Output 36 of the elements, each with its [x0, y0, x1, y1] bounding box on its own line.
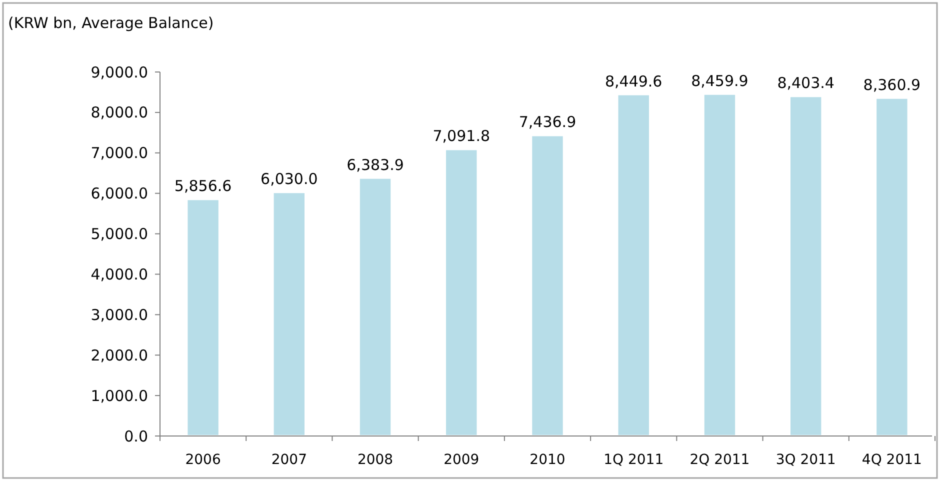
chart-title: (KRW bn, Average Balance)	[8, 14, 214, 32]
data-label: 7,091.8	[432, 127, 490, 146]
y-tick-label: 3,000.0	[90, 306, 148, 324]
y-tick-label: 0.0	[124, 427, 148, 446]
x-tick-label: 3Q 2011	[776, 452, 836, 468]
data-label: 8,449.6	[604, 72, 662, 90]
bar	[702, 92, 738, 437]
x-tick-label: 4Q 2011	[862, 452, 922, 468]
data-label: 6,383.9	[346, 156, 404, 174]
data-label: 7,436.9	[518, 113, 576, 132]
data-label: 8,360.9	[863, 76, 921, 94]
y-tick-label: 6,000.0	[90, 184, 148, 203]
y-tick-label: 8,000.0	[90, 104, 148, 122]
bar	[616, 93, 651, 437]
data-label: 6,030.0	[260, 170, 318, 188]
x-tick-label: 1Q 2011	[604, 452, 664, 468]
y-tick-label: 9,000.0	[90, 63, 148, 82]
y-tick-label: 1,000.0	[90, 386, 148, 405]
bar	[186, 198, 220, 437]
bar	[444, 148, 479, 437]
data-label: 8,459.9	[691, 72, 748, 90]
bar	[358, 176, 393, 437]
data-label: 8,403.4	[777, 74, 834, 92]
bar	[530, 134, 565, 437]
y-tick-label: 4,000.0	[90, 265, 148, 284]
data-label: 5,856.6	[174, 177, 232, 196]
x-tick-label: 2009	[444, 452, 480, 468]
x-tick-label: 2Q 2011	[690, 452, 750, 468]
x-tick-label: 2006	[185, 452, 221, 468]
x-tick-label: 2007	[271, 452, 307, 468]
x-tick-label: 2010	[530, 452, 566, 468]
x-tick-label: 2008	[357, 452, 394, 468]
y-tick-label: 5,000.0	[90, 225, 148, 244]
y-tick-label: 2,000.0	[90, 346, 148, 364]
bar	[874, 96, 910, 437]
y-tick-label: 7,000.0	[90, 144, 148, 162]
